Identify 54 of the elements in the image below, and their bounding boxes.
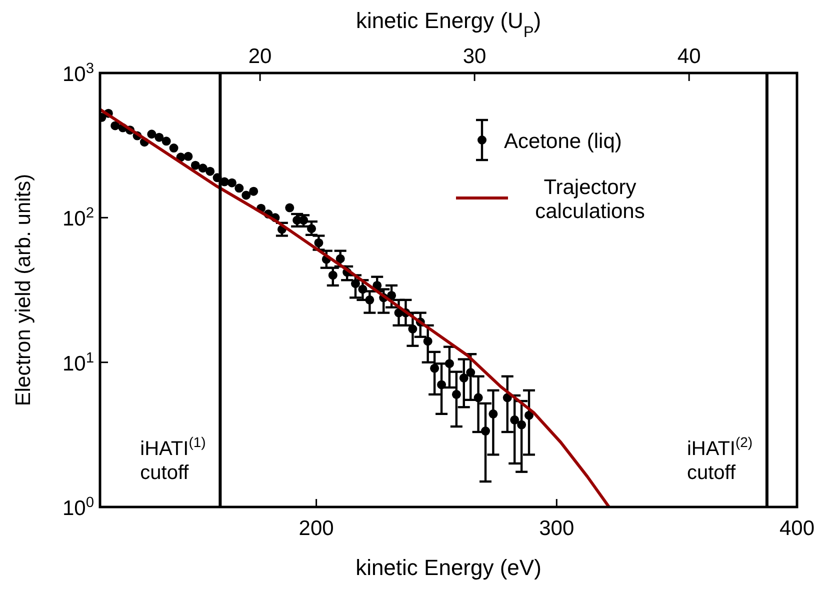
x2-tick-label: 20 xyxy=(248,45,272,68)
point xyxy=(198,164,208,173)
point xyxy=(437,380,446,390)
point xyxy=(517,420,526,430)
point xyxy=(234,184,244,193)
point xyxy=(387,290,396,300)
point xyxy=(285,203,294,212)
point xyxy=(206,166,215,176)
ref-line-label: iHATI$^{(2)}$ cutoff xyxy=(686,434,753,484)
point xyxy=(452,390,461,399)
point xyxy=(147,130,156,139)
point xyxy=(242,190,251,200)
x-tick-label: 200 xyxy=(298,517,334,540)
point xyxy=(154,132,164,142)
point xyxy=(358,284,368,294)
point xyxy=(110,121,120,130)
point xyxy=(474,393,483,402)
point xyxy=(481,426,490,436)
point xyxy=(459,373,468,382)
legend-label: Acetone (liq) xyxy=(504,130,622,153)
point xyxy=(488,409,498,418)
point xyxy=(408,324,418,334)
point xyxy=(162,136,171,146)
y-axis-title: Electron yield (arb. units) xyxy=(12,174,35,406)
point xyxy=(372,280,382,290)
point xyxy=(466,368,476,378)
y-tick-label: 10$^{3}$ xyxy=(62,61,94,86)
x-axis-title: kinetic Energy (eV) xyxy=(356,555,542,580)
point xyxy=(328,270,338,280)
point xyxy=(524,410,534,420)
point xyxy=(336,254,345,264)
point xyxy=(169,144,178,153)
x2-tick-label: 30 xyxy=(462,45,486,68)
point xyxy=(314,238,324,248)
point xyxy=(184,152,193,161)
point xyxy=(430,364,440,373)
point xyxy=(249,186,258,196)
point xyxy=(227,178,236,188)
x2-axis-title: kinetic Energy (U$_{P}$) xyxy=(356,8,542,40)
point xyxy=(190,160,200,170)
ref-line-label: iHATI$^{(1)}$ cutoff xyxy=(140,434,206,484)
point xyxy=(365,295,374,304)
point xyxy=(307,224,316,234)
y-tick-label: 10$^{2}$ xyxy=(62,206,94,231)
x-tick-label: 300 xyxy=(539,517,574,540)
point xyxy=(510,415,520,424)
point xyxy=(444,359,454,368)
point xyxy=(350,279,360,288)
legend-label: Trajectory calculations xyxy=(535,176,645,223)
point xyxy=(423,336,432,346)
x2-tick-label: 40 xyxy=(677,45,701,68)
y-tick-label: 10$^{1}$ xyxy=(62,350,94,376)
y-tick-label: 10$^{0}$ xyxy=(62,495,94,520)
x-tick-label: 400 xyxy=(779,517,815,540)
